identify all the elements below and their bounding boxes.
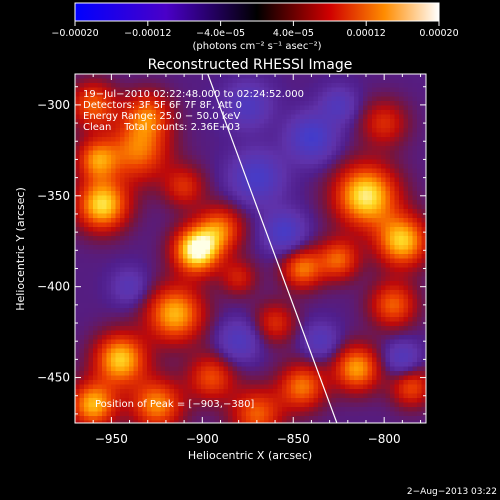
colorbar-ticks: −0.00020 −0.00012 −4.0e−05 4.0e−05 0.00012 0.…	[51, 21, 459, 39]
y-tick-label: −400	[37, 280, 70, 294]
x-tick-label: −900	[186, 432, 219, 446]
colorbar-units-label: (photons cm⁻² s⁻¹ asec⁻²)	[192, 41, 321, 52]
annotation-energy-range: Energy Range: 25.0 − 50.0 keV	[83, 111, 240, 122]
solar-limb-line	[207, 74, 338, 423]
y-tick-label: −450	[37, 371, 70, 385]
y-tick-label: −350	[37, 189, 70, 203]
x-axis-ticks: −950 −900 −850 −800	[74, 74, 422, 446]
x-tick-label: −800	[368, 432, 401, 446]
chart-title: Reconstructed RHESSI Image	[148, 57, 353, 73]
x-tick-label: −950	[95, 432, 128, 446]
heatmap-image	[75, 74, 426, 423]
y-tick-label: −300	[37, 98, 70, 112]
x-axis-label: Heliocentric X (arcsec)	[188, 449, 312, 462]
colorbar-tick-label: −4.0e−05	[196, 28, 245, 39]
annotation-detectors: Detectors: 3F 5F 6F 7F 8F, Att 0	[83, 100, 242, 111]
plot-area	[74, 73, 427, 424]
colorbar	[74, 2, 440, 22]
colorbar-tick-label: 4.0e−05	[273, 28, 314, 39]
y-axis-label: Heliocentric Y (arcsec)	[14, 187, 27, 311]
footer-timestamp: 2−Aug−2013 03:22	[407, 487, 497, 497]
annotation-peak-position: Position of Peak = [−903,−380]	[95, 399, 254, 410]
annotation-time-range: 19−Jul−2010 02:22:48.000 to 02:24:52.000	[83, 89, 304, 100]
colorbar-tick-label: −0.00020	[51, 28, 98, 39]
annotation-clean-counts: Clean Total counts: 2.36E+03	[83, 122, 240, 133]
plot-frame	[74, 73, 427, 424]
x-tick-label: −850	[277, 432, 310, 446]
colorbar-tick-label: 0.00020	[419, 28, 458, 39]
y-axis-ticks: −300 −350 −400 −450	[37, 86, 426, 415]
colorbar-tick-label: 0.00012	[347, 28, 386, 39]
colorbar-tick-label: −0.00012	[124, 28, 171, 39]
